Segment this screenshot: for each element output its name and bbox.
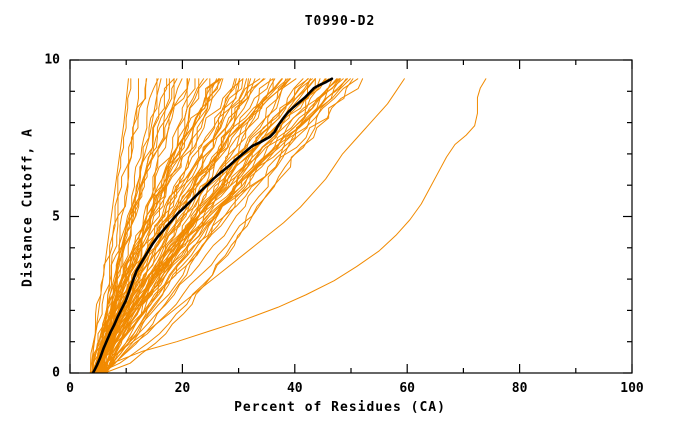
prediction-curve — [96, 78, 236, 373]
named-curves-layer — [89, 77, 487, 373]
prediction-curve — [91, 78, 333, 373]
x-tick-label: 60 — [399, 381, 416, 396]
prediction-curve — [104, 78, 347, 373]
x-axis-label: Percent of Residues (CA) — [234, 400, 446, 415]
prediction-curve — [105, 78, 339, 373]
chart-title: T0990-D2 — [304, 14, 376, 29]
prediction-curve — [101, 78, 326, 373]
prediction-curve — [96, 78, 274, 373]
x-tick-label: 0 — [66, 381, 74, 396]
prediction-curve — [96, 78, 287, 373]
prediction-curve — [91, 78, 327, 373]
prediction-curve — [91, 78, 189, 373]
prediction-curve-outlier-far-right-1 — [91, 78, 487, 373]
prediction-curve — [102, 78, 224, 373]
prediction-curve — [95, 78, 290, 373]
prediction-curve — [106, 78, 309, 373]
prediction-curve — [91, 78, 283, 373]
x-tick-label: 80 — [511, 381, 528, 396]
prediction-curve — [103, 78, 311, 373]
prediction-curve — [92, 78, 244, 373]
prediction-curves-bundle — [89, 78, 364, 373]
x-tick-label: 100 — [620, 381, 644, 396]
axis-frame — [69, 59, 633, 374]
prediction-curve — [103, 78, 344, 373]
prediction-curve — [92, 78, 289, 373]
y-tick-label: 0 — [52, 365, 60, 381]
y-tick-label: 10 — [44, 52, 60, 68]
prediction-curve-outlier-left-shallow — [90, 78, 162, 373]
reference-curve — [91, 77, 334, 373]
prediction-curve — [92, 78, 348, 373]
prediction-curve — [89, 78, 147, 373]
prediction-curve — [98, 78, 359, 373]
prediction-curve-outlier-far-right-2 — [93, 78, 405, 373]
prediction-curve-outlier-steep-left — [89, 78, 129, 373]
prediction-curve — [91, 78, 291, 373]
prediction-curve — [104, 78, 364, 373]
y-tick-label: 5 — [52, 209, 60, 224]
prediction-curve — [105, 78, 311, 373]
prediction-curve — [92, 78, 351, 373]
prediction-curve — [98, 78, 342, 373]
x-tick-label: 40 — [286, 381, 303, 396]
x-tick-label: 20 — [174, 381, 191, 396]
